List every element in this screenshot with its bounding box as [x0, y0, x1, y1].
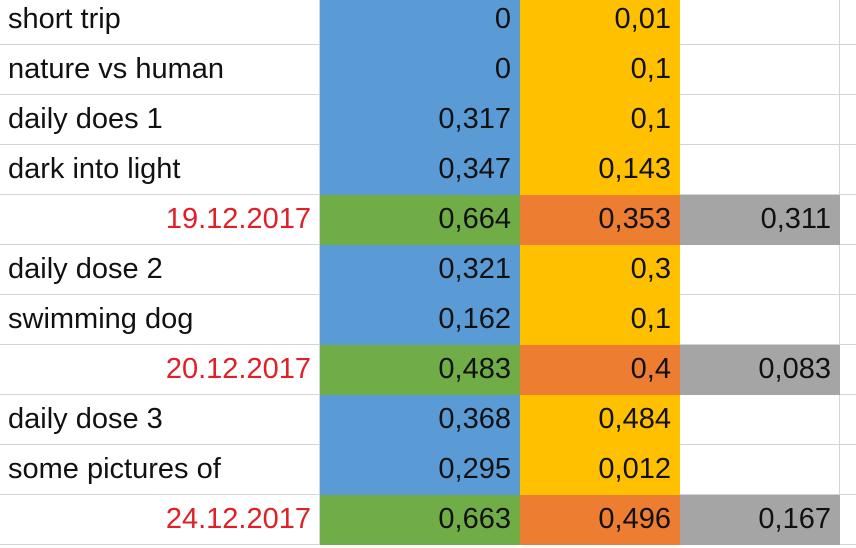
value-cell[interactable]: 0,4	[520, 345, 680, 395]
label-cell[interactable]: nature vs human	[0, 45, 320, 95]
empty-cell[interactable]	[680, 0, 840, 45]
label-cell[interactable]: daily dose 3	[0, 395, 320, 445]
value-cell[interactable]: 0,1	[520, 95, 680, 145]
value-cell[interactable]: 0,3	[520, 245, 680, 295]
empty-cell[interactable]	[680, 45, 840, 95]
value-cell[interactable]: 0,295	[320, 445, 520, 495]
value-cell[interactable]: 0,162	[320, 295, 520, 345]
empty-cell[interactable]	[840, 45, 856, 95]
value-cell[interactable]: 0,368	[320, 395, 520, 445]
label-cell[interactable]: swimming dog	[0, 295, 320, 345]
value-cell[interactable]: 0	[320, 0, 520, 45]
value-cell[interactable]: 0,496	[520, 495, 680, 545]
value-cell[interactable]: 0,663	[320, 495, 520, 545]
empty-cell[interactable]	[680, 145, 840, 195]
date-cell[interactable]: 24.12.2017	[0, 495, 320, 545]
empty-cell[interactable]	[840, 445, 856, 495]
empty-cell[interactable]	[840, 295, 856, 345]
value-cell[interactable]: 0,012	[520, 445, 680, 495]
empty-cell[interactable]	[840, 0, 856, 45]
empty-cell[interactable]	[680, 445, 840, 495]
empty-cell[interactable]	[840, 145, 856, 195]
value-cell[interactable]: 0,483	[320, 345, 520, 395]
label-cell[interactable]: dark into light	[0, 145, 320, 195]
empty-cell[interactable]	[680, 395, 840, 445]
value-cell[interactable]: 0,167	[680, 495, 840, 545]
value-cell[interactable]: 0,353	[520, 195, 680, 245]
value-cell[interactable]: 0,317	[320, 95, 520, 145]
value-cell[interactable]: 0,311	[680, 195, 840, 245]
value-cell[interactable]: 0,1	[520, 45, 680, 95]
empty-cell[interactable]	[840, 195, 856, 245]
empty-cell[interactable]	[840, 245, 856, 295]
value-cell[interactable]: 0,01	[520, 0, 680, 45]
empty-cell[interactable]	[680, 245, 840, 295]
empty-cell[interactable]	[840, 395, 856, 445]
value-cell[interactable]: 0,1	[520, 295, 680, 345]
empty-cell[interactable]	[840, 345, 856, 395]
label-cell[interactable]: some pictures of	[0, 445, 320, 495]
date-cell[interactable]: 20.12.2017	[0, 345, 320, 395]
value-cell[interactable]: 0,321	[320, 245, 520, 295]
empty-cell[interactable]	[840, 95, 856, 145]
label-cell[interactable]: daily dose 2	[0, 245, 320, 295]
value-cell[interactable]: 0,484	[520, 395, 680, 445]
empty-cell[interactable]	[680, 95, 840, 145]
value-cell[interactable]: 0,664	[320, 195, 520, 245]
value-cell[interactable]: 0,143	[520, 145, 680, 195]
empty-cell[interactable]	[840, 495, 856, 545]
value-cell[interactable]: 0	[320, 45, 520, 95]
value-cell[interactable]: 0,347	[320, 145, 520, 195]
value-cell[interactable]: 0,083	[680, 345, 840, 395]
date-cell[interactable]: 19.12.2017	[0, 195, 320, 245]
label-cell[interactable]: short trip	[0, 0, 320, 45]
label-cell[interactable]: daily does 1	[0, 95, 320, 145]
empty-cell[interactable]	[680, 295, 840, 345]
